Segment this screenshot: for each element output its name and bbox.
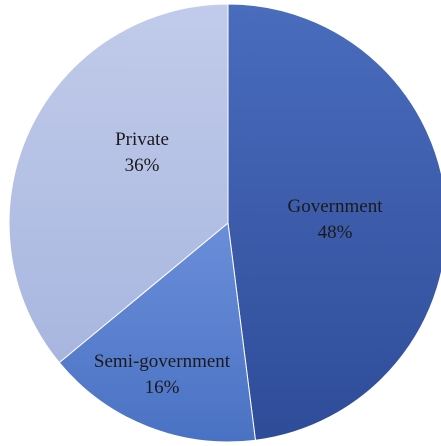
slice-label-government: Government <box>288 196 384 217</box>
slice-value-private: 36% <box>125 155 160 176</box>
pie-slice-private <box>8 3 229 364</box>
pie-slice-government <box>227 3 441 441</box>
pie-slices <box>8 3 441 443</box>
pie-slice-semi-government <box>58 222 257 443</box>
slice-value-semi-government: 16% <box>145 377 180 398</box>
slice-value-government: 48% <box>318 222 353 243</box>
slice-label-private: Private <box>115 129 169 150</box>
slice-label-semi-government: Semi-government <box>94 351 231 372</box>
pie-labels: Government 48% Semi-government 16% Private 36… <box>94 129 383 398</box>
